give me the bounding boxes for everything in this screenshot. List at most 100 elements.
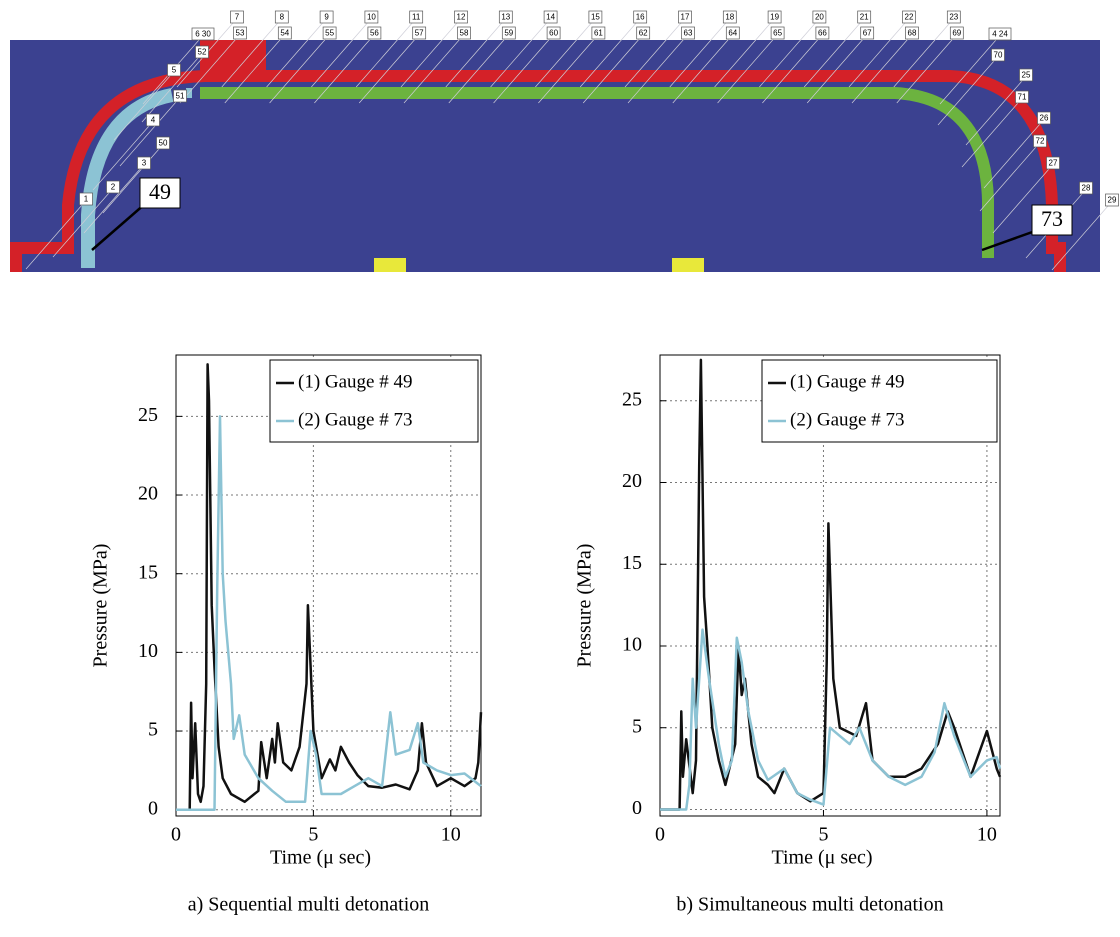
legend-label: (1) Gauge # 49 (298, 371, 413, 392)
plot-frame (659, 354, 1001, 817)
leader-line (669, 22, 727, 88)
gauge-tag-label: 11 (412, 13, 421, 22)
gauge-tag-label: 63 (684, 29, 693, 38)
gauge-tag (498, 10, 513, 24)
gauge-tag-label: 3 (142, 159, 147, 168)
gauge-tag-label: 72 (1036, 137, 1045, 146)
gauge-tag (146, 113, 160, 127)
gauge-tag (902, 10, 916, 24)
x-axis-label: Time (μ sec) (771, 847, 872, 869)
gauge-tag (457, 26, 471, 40)
gauge-tag (949, 26, 964, 40)
gauge-tag-label: 66 (818, 29, 827, 38)
leader-line (538, 38, 595, 104)
leader-line (83, 168, 141, 234)
gauge-tag-label: 67 (863, 29, 872, 38)
gauge-tag (588, 10, 603, 24)
gauge-tag (1079, 181, 1093, 195)
gauge-tag (946, 10, 961, 24)
gauge-tag (812, 10, 827, 24)
gauge-tag (367, 26, 382, 40)
gauge-tag-label: 6 30 (195, 30, 211, 39)
gauge-tag (767, 10, 782, 24)
y-axis-label: Pressure (MPa) (574, 544, 596, 668)
gauge-tag (722, 10, 737, 24)
gauge-tag (988, 27, 1012, 41)
y-tick-label: 10 (138, 640, 158, 662)
gauge-tag-label: 64 (728, 29, 737, 38)
gauge-tag (1015, 90, 1029, 104)
leader-line (314, 38, 371, 104)
gauge-tag-label: 29 (1108, 196, 1117, 205)
y-tick-label: 25 (622, 388, 642, 410)
leader-line (535, 22, 592, 88)
gauge-tag (725, 26, 740, 40)
gauge-tag (633, 10, 648, 24)
gauge-tag (79, 192, 93, 206)
chart: 0 5 10 15 20 25 0 5 10 Time (μ sec) Pressure (MPa)… (90, 354, 483, 916)
gauge-tag-label: 28 (1082, 184, 1091, 193)
gauge-tag (167, 63, 181, 77)
leader-line (992, 168, 1050, 234)
leader-line (1051, 205, 1109, 271)
y-tick-label: 15 (138, 561, 158, 583)
gauge-tag (591, 26, 606, 40)
leader-line (445, 22, 503, 88)
leader-line (179, 38, 237, 104)
x-tick-label: 5 (818, 824, 828, 846)
gauge-tag (1037, 111, 1051, 125)
leader-line (806, 38, 864, 104)
gauge-tag (857, 10, 872, 24)
gauge-tag (191, 27, 215, 41)
leader-line (119, 101, 177, 167)
gauge-tag (1105, 193, 1119, 207)
gauge-tag (681, 26, 695, 40)
gauge-tag (322, 26, 337, 40)
chart: 0 5 10 15 20 25 0 5 10 Time (μ sec) Pressure (MPa)… (574, 354, 1002, 916)
leader-line (937, 60, 995, 126)
gauge-tag (409, 10, 424, 24)
leader-line (582, 38, 640, 104)
gauge-box (139, 177, 181, 209)
y-tick-label: 15 (622, 552, 642, 574)
gauge-tag (454, 10, 468, 24)
gauge-tag-label: 9 (324, 13, 329, 22)
plot-frame (175, 354, 482, 817)
x-tick-label: 10 (977, 824, 997, 846)
gauge-tag-label: 56 (370, 29, 379, 38)
x-tick-label: 0 (171, 824, 181, 846)
y-tick-label: 5 (632, 715, 642, 737)
data-line (660, 358, 1002, 811)
leader-line (983, 123, 1041, 189)
gauge-pointer (91, 202, 147, 251)
gauge-label: 73 (1041, 206, 1063, 231)
leader-line (848, 22, 906, 88)
gauge-tag-label: 70 (994, 51, 1003, 60)
leader-line (355, 22, 413, 88)
leader-line (759, 22, 816, 88)
gauge-tag-label: 13 (501, 13, 510, 22)
gauge-tag-label: 59 (504, 29, 513, 38)
leader-line (893, 22, 951, 88)
gauge-tag (546, 26, 561, 40)
leader-line (714, 22, 771, 88)
gauge-tag (156, 136, 170, 150)
leader-line (851, 38, 909, 104)
leader-line (224, 38, 282, 104)
gauge-tag-label: 16 (636, 13, 645, 22)
gauge-tag-label: 1 (84, 195, 89, 204)
y-tick-label: 10 (622, 634, 642, 656)
leader-line (627, 38, 685, 104)
gauge-tag-label: 17 (681, 13, 690, 22)
detonator (374, 258, 406, 272)
y-tick-label: 20 (622, 470, 642, 492)
gauge-tag (905, 26, 919, 40)
gauge-tag-label: 71 (1018, 93, 1027, 102)
gauge-tag (1033, 134, 1047, 148)
gauge-tag-label: 50 (159, 139, 168, 148)
data-line (660, 628, 1002, 811)
gauge-tag-label: 8 (280, 13, 285, 22)
leader-line (672, 38, 730, 104)
leader-line (490, 22, 547, 88)
